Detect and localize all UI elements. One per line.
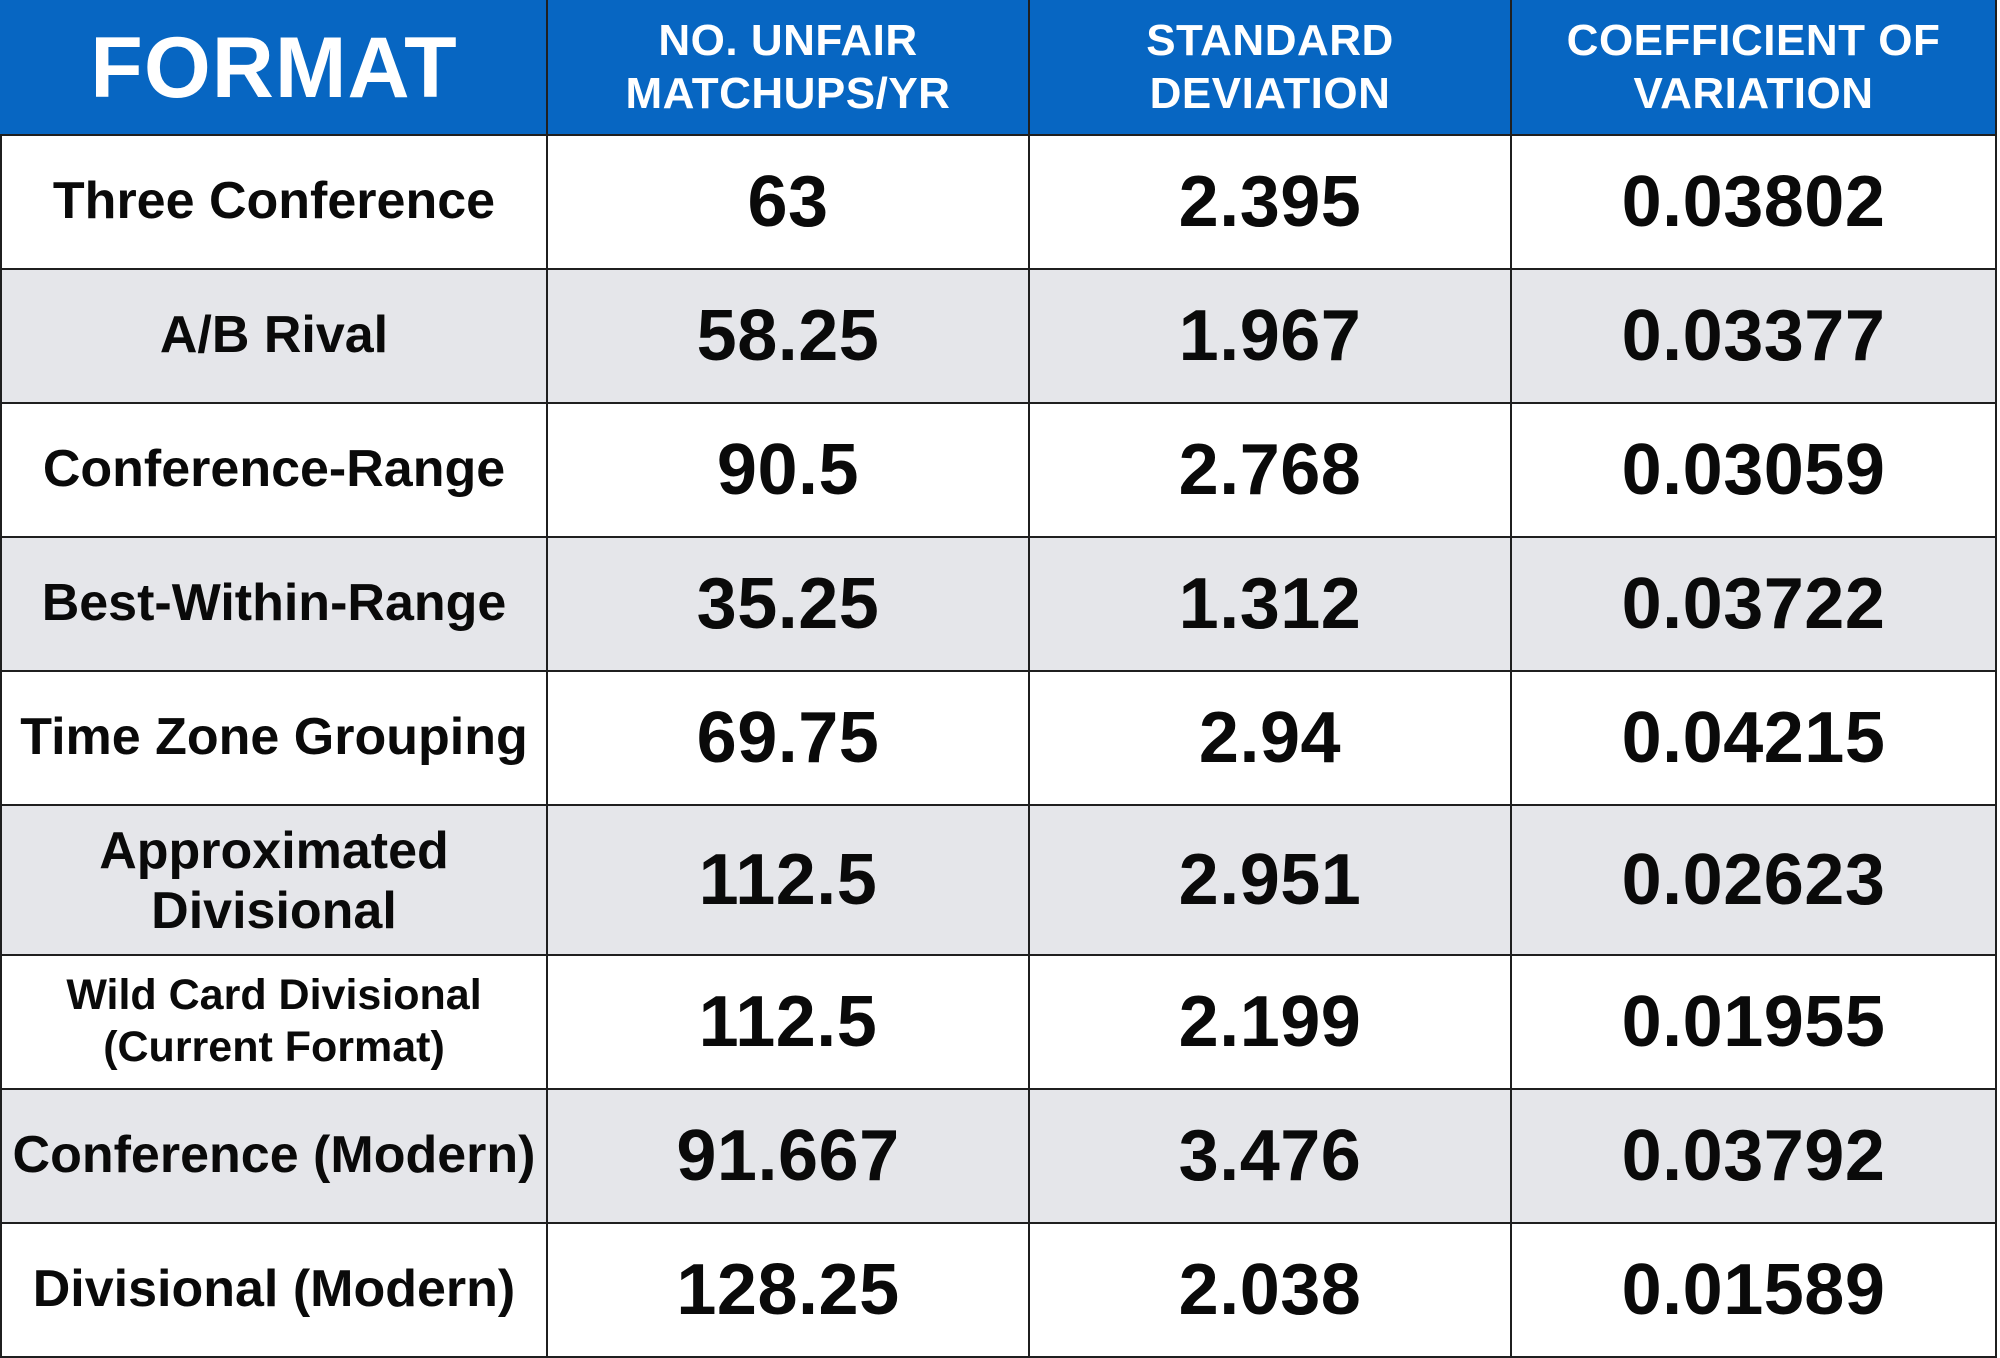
format-cell-text: Approximated Divisional	[99, 822, 449, 938]
table-row: Wild Card Divisional (Current Format) 11…	[0, 954, 1997, 1090]
header-format: FORMAT	[0, 0, 548, 136]
header-unfair-matchups: NO. UNFAIR MATCHUPS/YR	[546, 0, 1030, 136]
std-dev-cell: 2.94	[1028, 670, 1512, 806]
format-cell: Conference (Modern)	[0, 1088, 548, 1224]
unfair-matchups-cell: 112.5	[546, 954, 1030, 1090]
header-coefficient-of-variation: COEFFICIENT OF VARIATION	[1510, 0, 1997, 136]
std-dev-cell: 2.038	[1028, 1222, 1512, 1358]
std-dev-cell: 2.951	[1028, 804, 1512, 956]
table-row: Three Conference 63 2.395 0.03802	[0, 134, 1997, 270]
cv-cell: 0.03722	[1510, 536, 1997, 672]
table-row: Conference (Modern) 91.667 3.476 0.03792	[0, 1088, 1997, 1224]
header-cv-line2: VARIATION	[1633, 69, 1874, 118]
format-cell: Conference-Range	[0, 402, 548, 538]
format-cell: A/B Rival	[0, 268, 548, 404]
header-unfair-line1: NO. UNFAIR	[658, 16, 918, 66]
header-cv-line1: COEFFICIENT OF	[1566, 16, 1941, 66]
unfair-matchups-cell: 91.667	[546, 1088, 1030, 1224]
header-row: FORMAT NO. UNFAIR MATCHUPS/YR STANDARD D…	[0, 0, 1997, 136]
format-cell: Approximated Divisional	[0, 804, 548, 956]
cv-cell: 0.03792	[1510, 1088, 1997, 1224]
unfair-matchups-cell: 90.5	[546, 402, 1030, 538]
cv-cell: 0.01589	[1510, 1222, 1997, 1358]
unfair-matchups-cell: 35.25	[546, 536, 1030, 672]
std-dev-cell: 2.395	[1028, 134, 1512, 270]
cv-cell: 0.03377	[1510, 268, 1997, 404]
table-row: Approximated Divisional 112.5 2.951 0.02…	[0, 804, 1997, 956]
std-dev-cell: 1.312	[1028, 536, 1512, 672]
table-row: Best-Within-Range 35.25 1.312 0.03722	[0, 536, 1997, 672]
format-cell: Divisional (Modern)	[0, 1222, 548, 1358]
std-dev-cell: 2.199	[1028, 954, 1512, 1090]
unfair-matchups-cell: 69.75	[546, 670, 1030, 806]
header-unfair-line2: MATCHUPS/YR	[625, 69, 951, 118]
header-standard-deviation: STANDARD DEVIATION	[1028, 0, 1512, 136]
format-cell: Best-Within-Range	[0, 536, 548, 672]
unfair-matchups-cell: 112.5	[546, 804, 1030, 956]
cv-cell: 0.01955	[1510, 954, 1997, 1090]
table-row: Conference-Range 90.5 2.768 0.03059	[0, 402, 1997, 538]
format-cell: Time Zone Grouping	[0, 670, 548, 806]
unfair-matchups-cell: 63	[546, 134, 1030, 270]
cv-cell: 0.03059	[1510, 402, 1997, 538]
std-dev-cell: 3.476	[1028, 1088, 1512, 1224]
unfair-matchups-cell: 128.25	[546, 1222, 1030, 1358]
table-row: Time Zone Grouping 69.75 2.94 0.04215	[0, 670, 1997, 806]
table-row: Divisional (Modern) 128.25 2.038 0.01589	[0, 1222, 1997, 1358]
cv-cell: 0.04215	[1510, 670, 1997, 806]
format-cell: Wild Card Divisional (Current Format)	[0, 954, 548, 1090]
table-row: A/B Rival 58.25 1.967 0.03377	[0, 268, 1997, 404]
std-dev-cell: 1.967	[1028, 268, 1512, 404]
format-cell: Three Conference	[0, 134, 548, 270]
cv-cell: 0.02623	[1510, 804, 1997, 956]
unfair-matchups-cell: 58.25	[546, 268, 1030, 404]
std-dev-cell: 2.768	[1028, 402, 1512, 538]
cv-cell: 0.03802	[1510, 134, 1997, 270]
